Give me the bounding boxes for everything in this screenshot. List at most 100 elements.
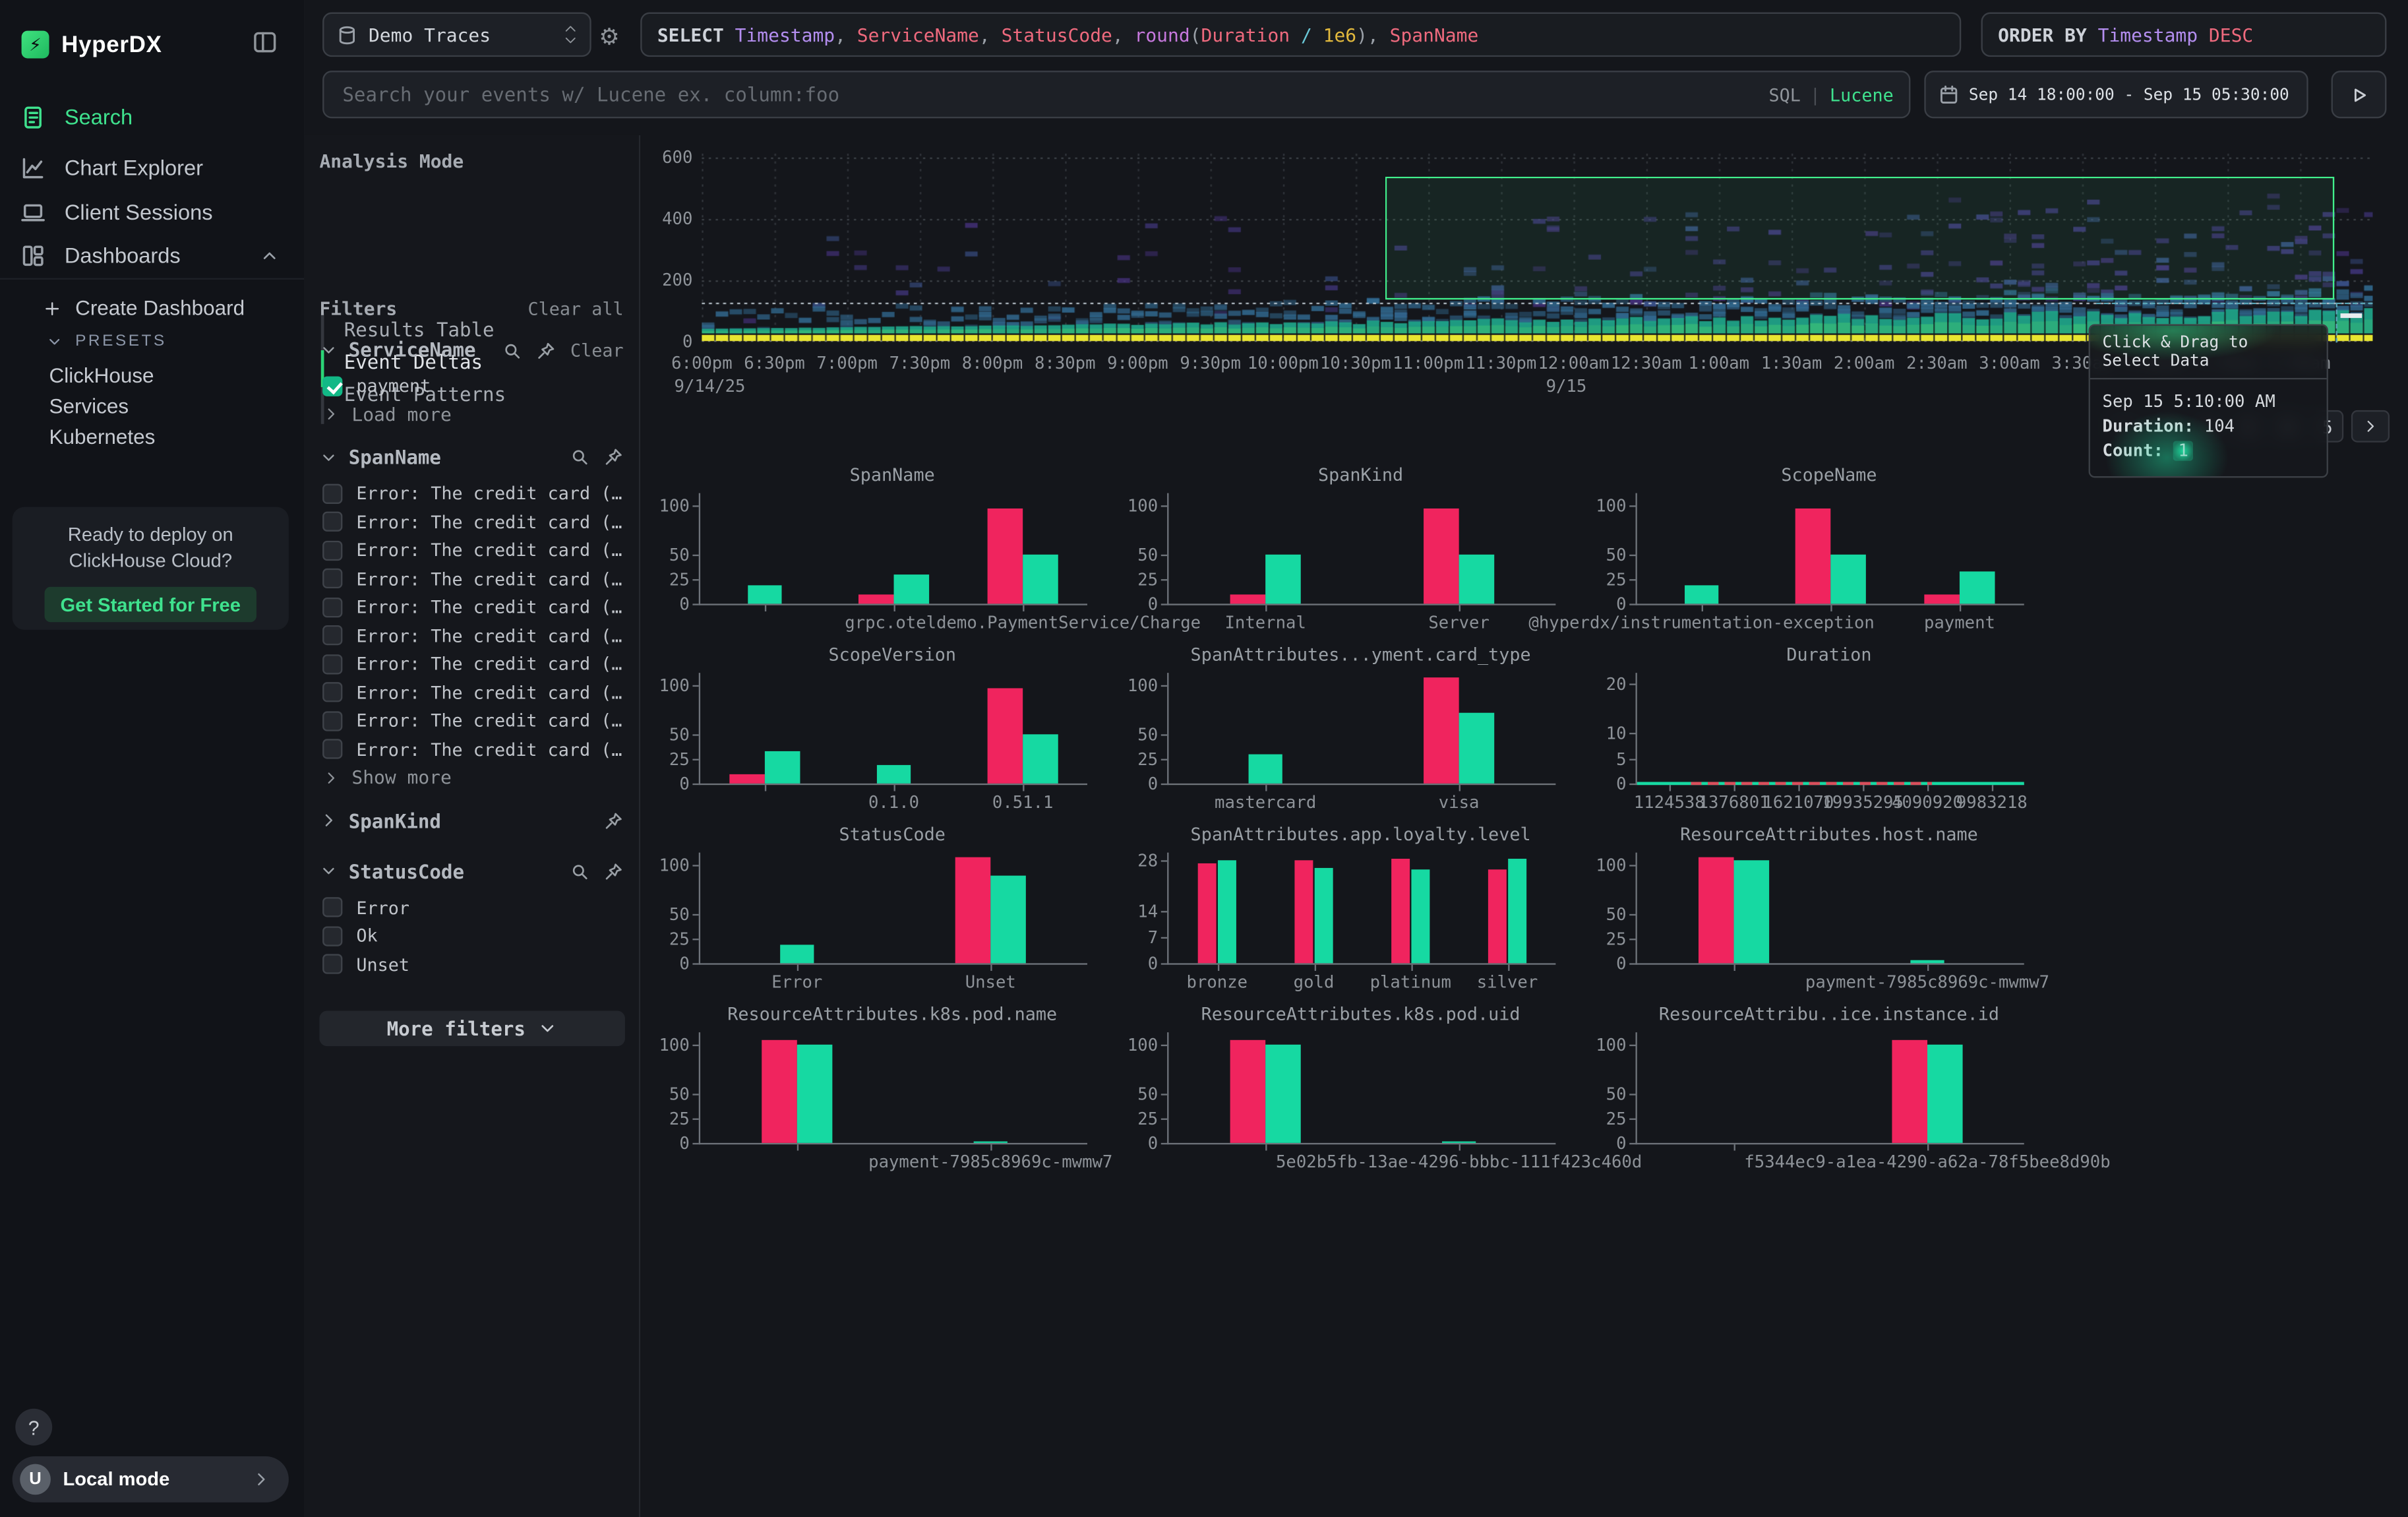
more-filters-button[interactable]: More filters <box>319 1010 625 1047</box>
get-started-button[interactable]: Get Started for Free <box>44 586 256 623</box>
filter-item-error-the-credit-card-[interactable]: Error: The credit card (… <box>322 540 622 561</box>
bar-selection <box>1230 1040 1265 1143</box>
filter-item-error-the-credit-card-[interactable]: Error: The credit card (… <box>322 738 622 760</box>
filter-item-label: Error: The credit card (… <box>356 681 622 703</box>
ytick-mark <box>1160 912 1168 913</box>
filter-item-error[interactable]: Error <box>322 896 409 918</box>
order-by-editor[interactable]: ORDER BY Timestamp DESC <box>1981 12 2387 57</box>
filter-group-spanname[interactable]: SpanName <box>319 445 441 468</box>
filter-item-error-the-credit-card-[interactable]: Error: The credit card (… <box>322 625 622 646</box>
presets-toggle[interactable]: PRESETS <box>46 332 167 350</box>
gear-icon[interactable]: ⚙ <box>599 22 620 51</box>
xtick-mark <box>1313 964 1315 971</box>
bar-selection <box>762 1040 797 1143</box>
sidebar-collapse-icon[interactable] <box>252 29 278 55</box>
checkbox[interactable] <box>322 568 343 589</box>
sidebar-item-client-sessions[interactable]: Client Sessions <box>0 191 304 233</box>
chart-plot-area: bronze gold platinum silver <box>1167 852 1556 993</box>
chart-title: SpanAttributes...yment.card_type <box>1190 643 1531 666</box>
heatmap-ytick-0: 0 <box>682 332 693 352</box>
duration-heatmap[interactable] <box>702 153 2373 343</box>
search-icon[interactable] <box>570 447 589 467</box>
filter-item-error-the-credit-card-[interactable]: Error: The credit card (… <box>322 681 622 703</box>
pin-icon[interactable] <box>603 811 623 830</box>
sidebar-preset-clickhouse[interactable]: ClickHouse <box>49 363 154 387</box>
bar-selection <box>1924 594 1959 604</box>
sql-select-editor[interactable]: SELECT Timestamp, ServiceName, StatusCod… <box>640 12 1962 57</box>
date-range-picker[interactable]: Sep 14 18:00:00 - Sep 15 05:30:00 <box>1924 71 2308 119</box>
checkbox[interactable] <box>322 739 343 759</box>
filter-group-statuscode[interactable]: StatusCode <box>319 859 464 882</box>
checkbox[interactable] <box>322 897 343 917</box>
lang-sql-option[interactable]: SQL <box>1768 83 1801 106</box>
checkbox[interactable] <box>322 375 343 396</box>
sidebar-preset-services[interactable]: Services <box>49 394 129 418</box>
sidebar-preset-kubernetes[interactable]: Kubernetes <box>49 425 156 449</box>
checkbox[interactable] <box>322 483 343 503</box>
filter-item-ok[interactable]: Ok <box>322 925 378 946</box>
checkbox[interactable] <box>322 596 343 617</box>
chart-title: Duration <box>1786 643 1872 666</box>
bar-selection <box>1487 869 1507 964</box>
ytick-mark <box>1629 1118 1636 1120</box>
filter-item-error-the-credit-card-[interactable]: Error: The credit card (… <box>322 568 622 589</box>
user-menu[interactable]: U Local mode <box>12 1456 289 1502</box>
filter-item-error-the-credit-card-[interactable]: Error: The credit card (… <box>322 596 622 617</box>
chart-ytick-0: 0 <box>679 774 690 795</box>
chart-ytick-10: 10 <box>1606 724 1627 744</box>
filter-item-error-the-credit-card-[interactable]: Error: The credit card (… <box>322 482 622 504</box>
help-button[interactable]: ? <box>15 1408 53 1446</box>
sidebar-item-chart-explorer[interactable]: Chart Explorer <box>0 146 304 189</box>
ytick-mark <box>1160 505 1168 507</box>
chevron-down-icon <box>319 862 338 881</box>
checkbox[interactable] <box>322 511 343 532</box>
filter-show-more-link[interactable]: Show more <box>322 766 452 788</box>
create-dashboard-button[interactable]: Create Dashboard <box>43 297 245 319</box>
chart-plot-area: grpc.oteldemo.PaymentService/Charge <box>698 493 1201 633</box>
clear-all-filters-link[interactable]: Clear all <box>527 297 624 320</box>
presets-label: PRESETS <box>75 332 167 351</box>
pin-icon[interactable] <box>603 447 623 467</box>
checkbox[interactable] <box>322 925 343 946</box>
sidebar-item-dashboards[interactable]: Dashboards <box>0 233 304 276</box>
checkbox[interactable] <box>322 625 343 646</box>
filter-item-error-the-credit-card-[interactable]: Error: The credit card (… <box>322 511 622 532</box>
sidebar-item-search[interactable]: Search <box>0 95 304 138</box>
sidebar-item-label: Client Sessions <box>64 199 213 225</box>
run-query-button[interactable] <box>2331 71 2387 119</box>
filter-group-spankind[interactable]: SpanKind <box>319 809 441 832</box>
analysis-mode-results-table[interactable]: Results Table <box>344 318 495 342</box>
checkbox[interactable] <box>322 710 343 731</box>
clear-filter-link[interactable]: Clear <box>570 339 624 361</box>
ytick-mark <box>1160 604 1168 605</box>
pin-icon[interactable] <box>537 340 557 360</box>
chart-ytick-50: 50 <box>1606 545 1627 565</box>
source-select[interactable]: Demo Traces <box>322 12 591 57</box>
filter-item-payment[interactable]: payment <box>322 375 431 396</box>
analysis-mode-event-deltas[interactable]: Event Deltas <box>344 350 483 373</box>
search-icon[interactable] <box>570 861 589 881</box>
filter-load-more-link[interactable]: Load more <box>322 403 452 425</box>
plus-icon <box>43 299 61 317</box>
search-icon[interactable] <box>502 340 522 360</box>
filter-item-error-the-credit-card-[interactable]: Error: The credit card (… <box>322 653 622 674</box>
brand[interactable]: ⚡ HyperDX <box>21 30 162 59</box>
checkbox[interactable] <box>322 682 343 702</box>
chart-ytick-100: 100 <box>1127 675 1159 696</box>
checkbox[interactable] <box>322 654 343 674</box>
filter-item-error-the-credit-card-[interactable]: Error: The credit card (… <box>322 710 622 731</box>
ytick-mark <box>1629 733 1636 735</box>
filter-item-unset[interactable]: Unset <box>322 953 409 975</box>
heatmap-selection-region[interactable] <box>1385 176 2335 300</box>
pin-icon[interactable] <box>603 861 623 881</box>
search-input[interactable] <box>339 81 1757 108</box>
filter-group-servicename[interactable]: ServiceName <box>319 338 476 361</box>
checkbox[interactable] <box>322 954 343 974</box>
chart-ytick-25: 25 <box>1137 749 1159 770</box>
analysis-mode-event-patterns[interactable]: Event Patterns <box>344 382 506 406</box>
chart-title: ResourceAttribu..ice.instance.id <box>1658 1003 1999 1025</box>
pagination-next-button[interactable] <box>2351 410 2390 443</box>
xtick-mark <box>893 605 895 611</box>
checkbox[interactable] <box>322 540 343 560</box>
lang-lucene-option[interactable]: Lucene <box>1830 83 1894 106</box>
